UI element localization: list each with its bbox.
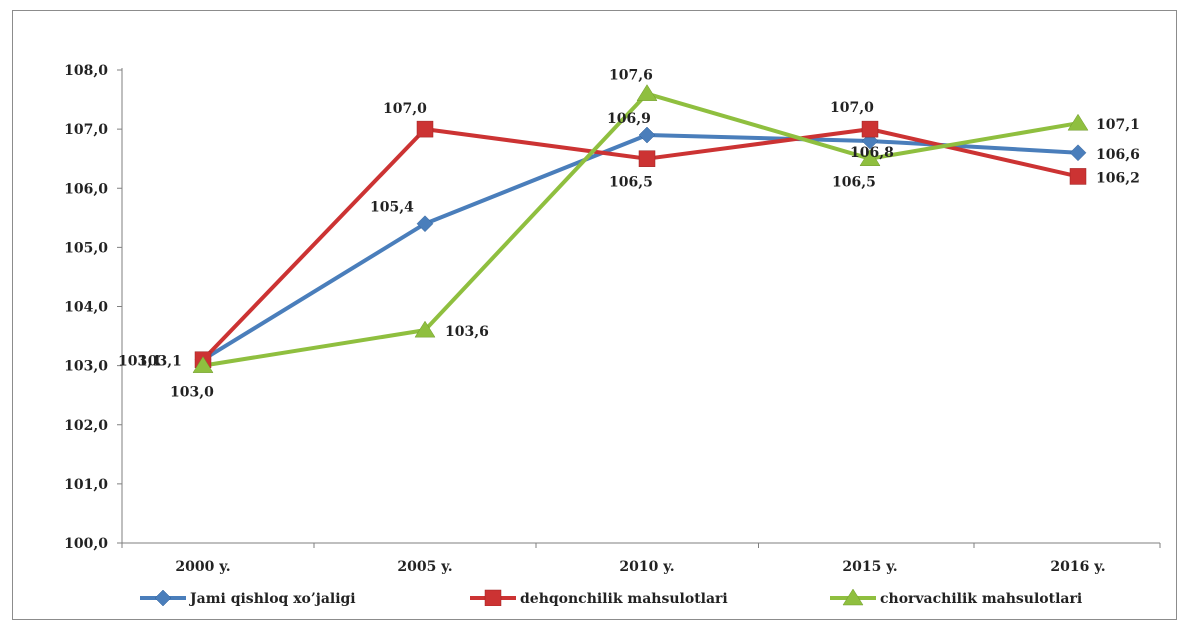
point-total-4 (1069, 144, 1087, 162)
y-tick-label: 104,0 (64, 300, 108, 316)
y-tick-label: 107,0 (64, 122, 108, 138)
x-tick-label: 2015 y. (842, 559, 897, 575)
y-axis-ticks: 100,0 101,0 102,0 103,0 104,0 105,0 106,0 107,0… (64, 63, 122, 552)
point-crop-1 (416, 120, 434, 138)
point-livestock-4 (1067, 113, 1089, 131)
point-livestock-0 (192, 356, 214, 373)
point-crop-2 (638, 150, 656, 167)
point-livestock-2 (636, 84, 658, 101)
chart-frame (12, 10, 1177, 620)
x-tick-label: 2016 y. (1050, 559, 1105, 575)
data-label-livestock-2: 107,6 (609, 68, 653, 84)
point-total-1 (416, 215, 434, 233)
y-tick-label: 101,0 (64, 477, 108, 493)
data-label-crop-3: 107,0 (830, 100, 874, 116)
legend-marker-livestock (842, 588, 864, 606)
y-tick-label: 108,0 (64, 63, 108, 79)
point-crop-4 (1069, 168, 1087, 185)
data-label-crop-0: 103,1 (118, 354, 162, 370)
data-label-crop-2: 106,5 (609, 175, 653, 191)
data-label-total-2: 106,9 (607, 111, 651, 127)
y-tick-label: 102,0 (64, 418, 108, 434)
data-label-livestock-3: 106,5 (832, 175, 876, 191)
point-total-2 (638, 126, 656, 144)
data-label-total-3: 106,8 (850, 145, 894, 161)
x-tick-label: 2005 y. (397, 559, 452, 575)
legend-label-total: Jami qishloq xo’jaligi (188, 591, 356, 606)
x-axis-ticks: 2000 y. 2005 y. 2010 y. 2015 y. 2016 y. (121, 543, 1161, 575)
y-tick-label: 100,0 (64, 536, 108, 552)
data-labels: 103,1 105,4 106,9 106,8 106,6 103,1 107,0 106,5… (118, 68, 1140, 401)
y-tick-label: 105,0 (64, 240, 108, 256)
legend-label-livestock: chorvachilik mahsulotlari (880, 591, 1082, 606)
data-label-total-1: 105,4 (370, 200, 414, 216)
series-markers (192, 84, 1089, 373)
legend-label-crop: dehqonchilik mahsulotlari (520, 591, 728, 606)
point-livestock-1 (414, 320, 436, 338)
data-label-livestock-4: 107,1 (1096, 117, 1140, 133)
legend: Jami qishloq xo’jaligi dehqonchilik mahsu… (140, 588, 1082, 606)
data-label-livestock-0: 103,0 (170, 385, 214, 401)
legend-marker-crop (484, 589, 502, 606)
legend-marker-total (154, 589, 172, 606)
data-label-crop-4: 106,2 (1096, 170, 1140, 186)
x-tick-label: 2000 y. (175, 559, 230, 575)
data-label-total-0: 103,1 (138, 354, 182, 370)
y-tick-label: 103,0 (64, 359, 108, 375)
line-chart: 100,0 101,0 102,0 103,0 104,0 105,0 106,0 107,0… (64, 63, 1161, 606)
point-crop-3 (861, 120, 879, 138)
x-tick-label: 2010 y. (619, 559, 674, 575)
y-tick-label: 106,0 (64, 181, 108, 197)
data-label-total-4: 106,6 (1096, 147, 1140, 163)
data-label-livestock-1: 103,6 (445, 324, 489, 340)
data-label-crop-1: 107,0 (383, 101, 427, 117)
series-line-total (201, 133, 1079, 362)
point-livestock-3 (859, 149, 881, 166)
chart-axes (121, 68, 1160, 544)
